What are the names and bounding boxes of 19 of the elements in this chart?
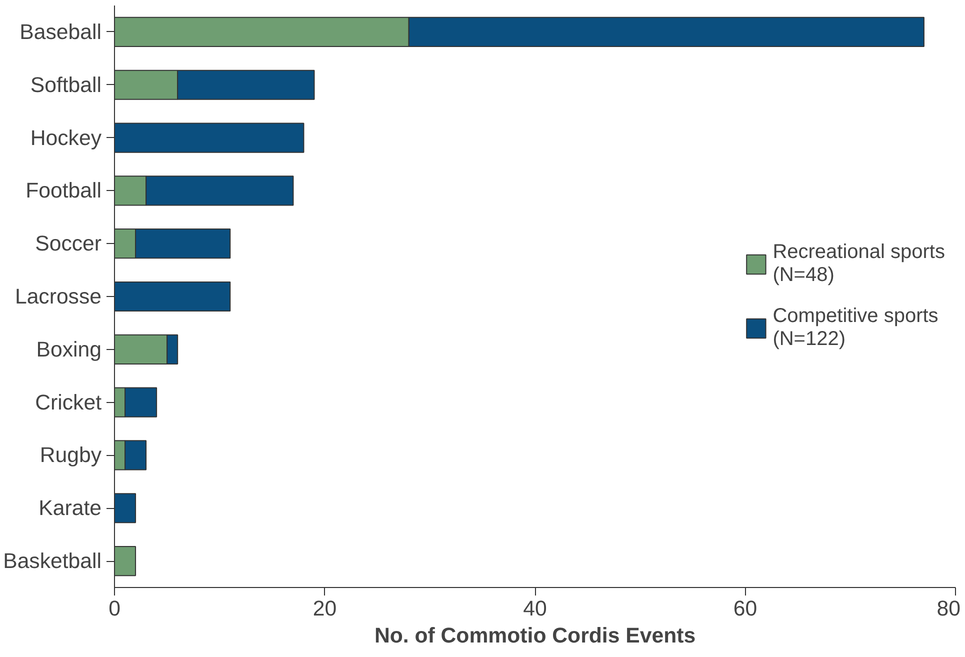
y-tick-label: Rugby <box>40 443 102 468</box>
y-tick-label: Cricket <box>35 390 102 414</box>
y-tick-label: Baseball <box>20 20 102 44</box>
x-tick-label: 60 <box>733 596 758 620</box>
y-tick-label: Football <box>26 178 102 203</box>
x-tick-label: 80 <box>936 596 961 620</box>
y-tick-label: Basketball <box>3 549 102 574</box>
y-tick-label: Karate <box>38 496 102 520</box>
x-axis-title: No. of Commotio Cordis Events <box>374 624 696 648</box>
y-tick-label: Soccer <box>35 232 102 256</box>
y-tick-label: Boxing <box>36 337 102 362</box>
y-tick-label: Hockey <box>30 126 102 150</box>
x-tick-label: 40 <box>523 596 547 620</box>
legend-label: Recreational sports (N=48) <box>772 241 945 287</box>
x-tick-label: 0 <box>108 596 121 620</box>
legend-label: Competitive sports (N=122) <box>772 305 938 351</box>
x-tick-label: 20 <box>312 596 337 620</box>
y-tick-label: Softball <box>30 72 102 97</box>
y-tick-label: Lacrosse <box>14 284 102 308</box>
